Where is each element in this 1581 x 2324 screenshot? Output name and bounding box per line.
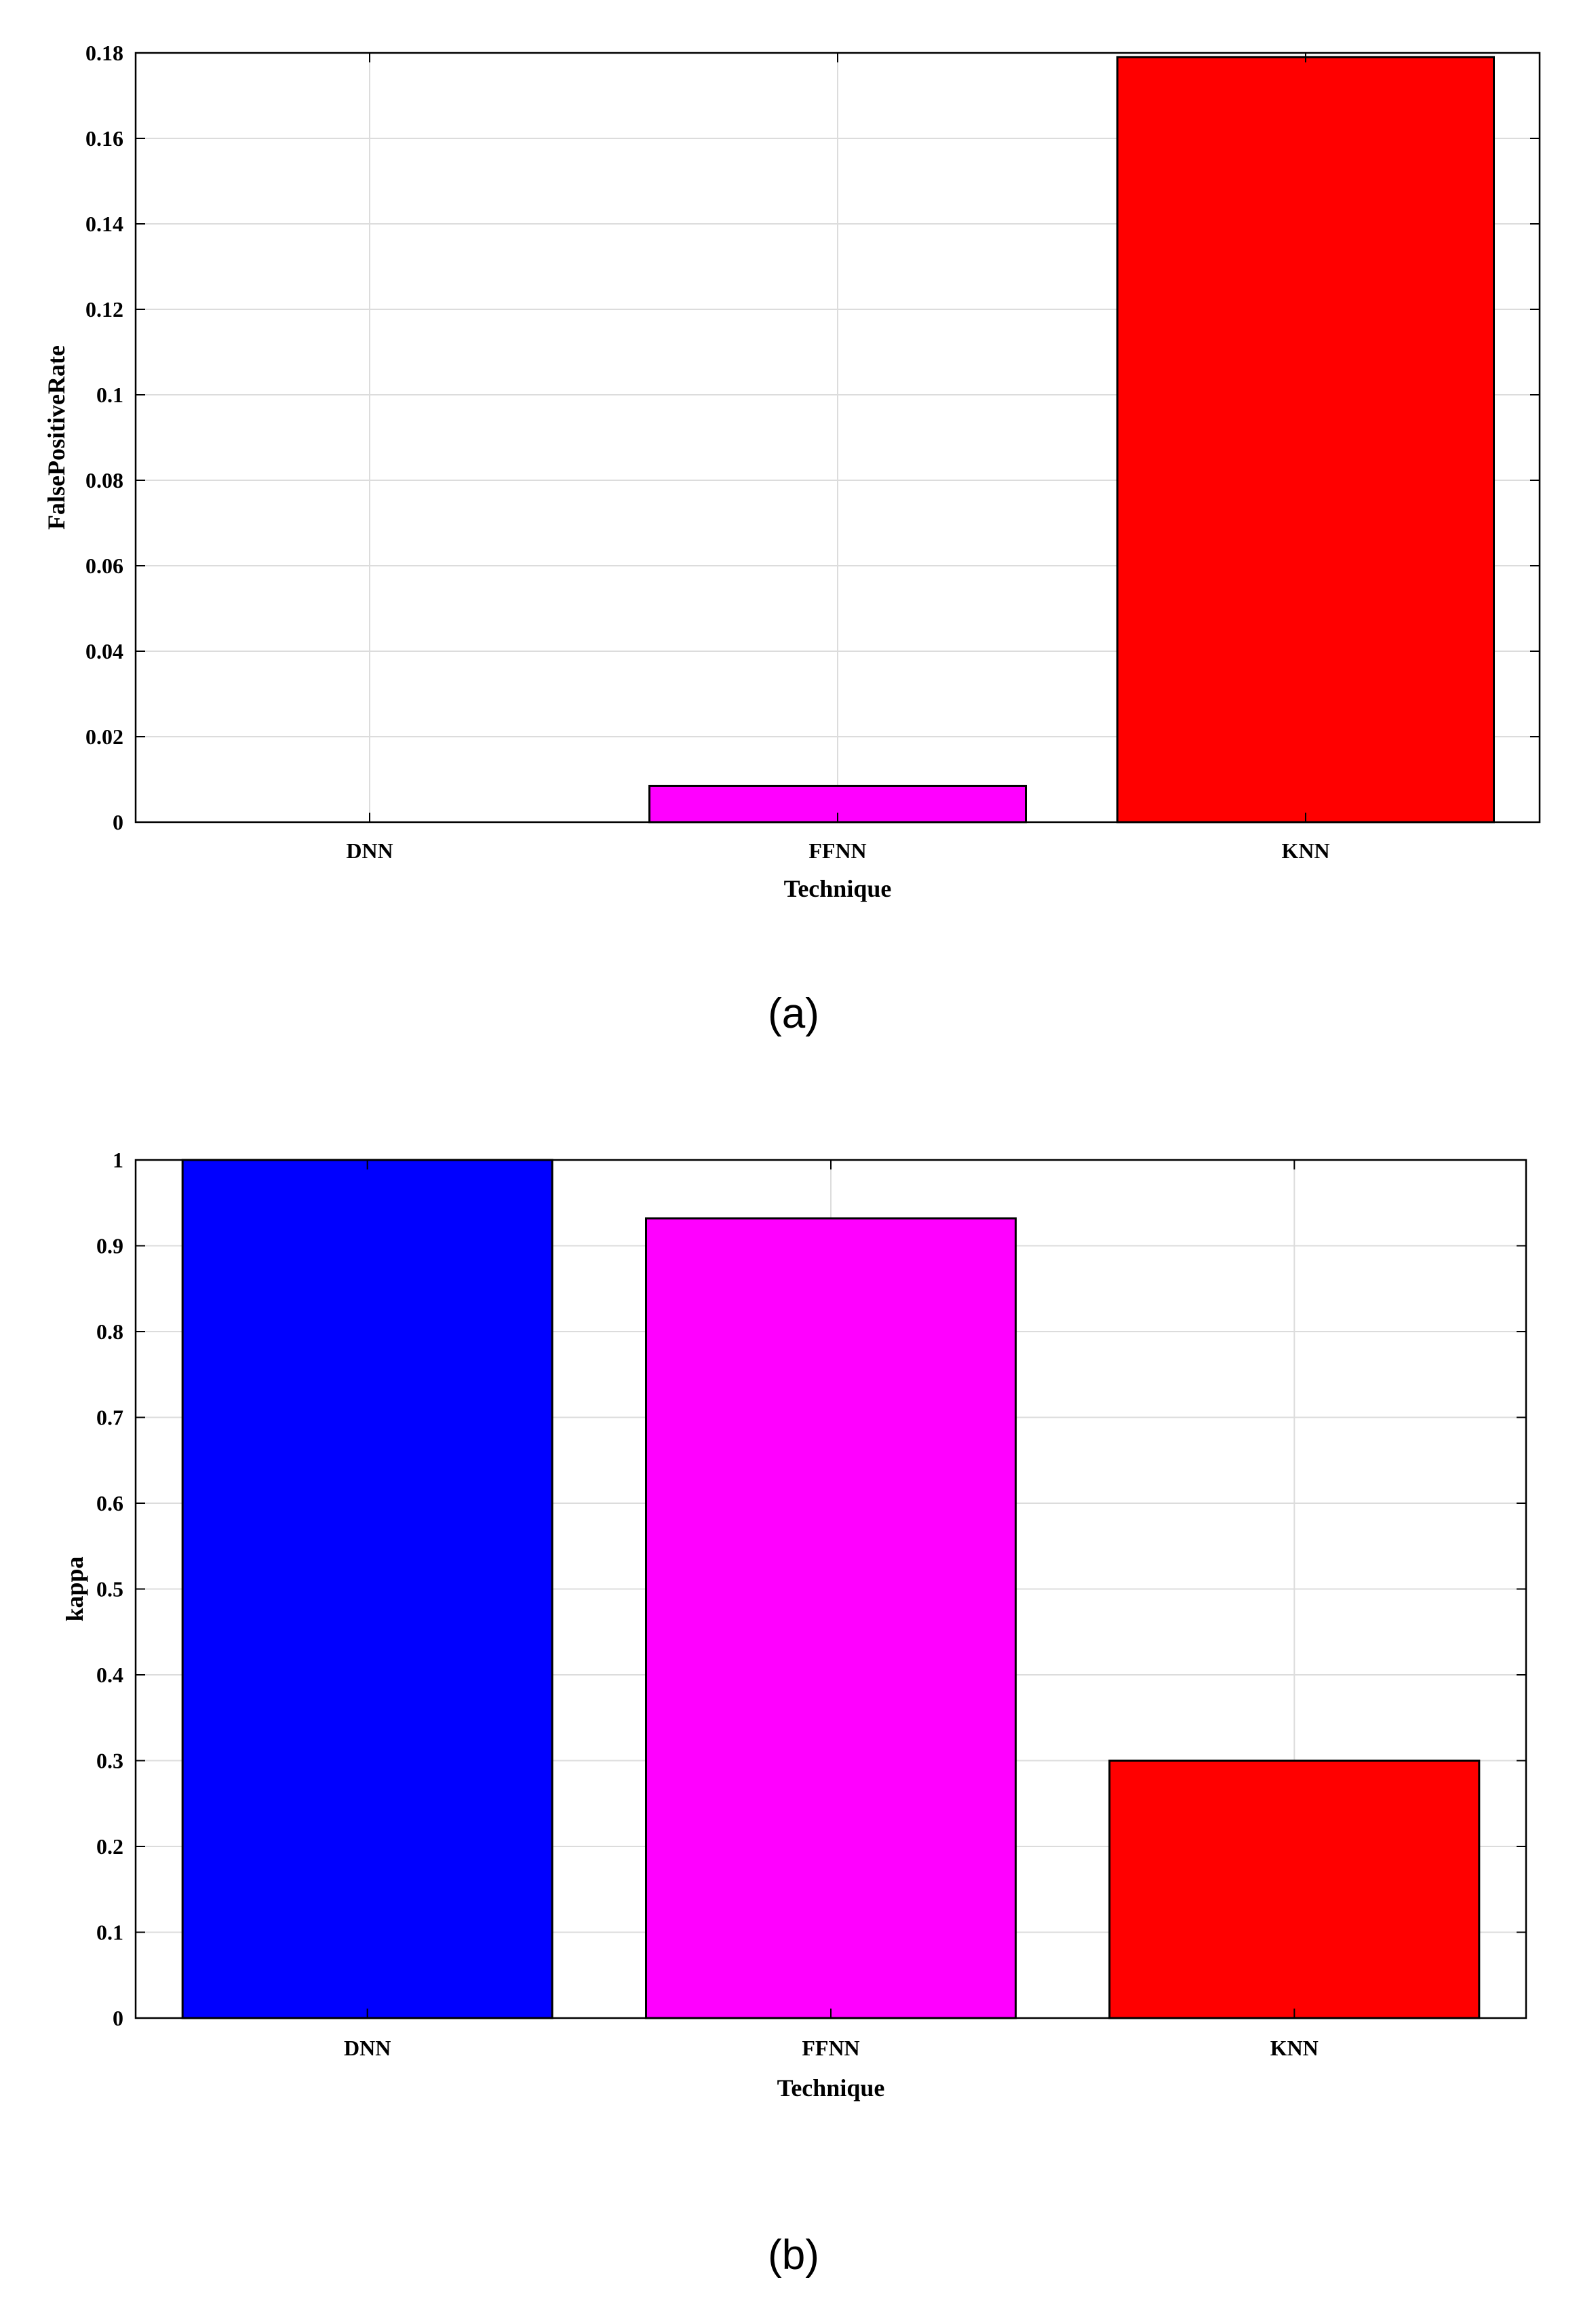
bar-ffnn xyxy=(645,1217,1017,2019)
y-tick-label: 0.3 xyxy=(96,1749,123,1773)
chart-b: 0 0.1 0.2 0.3 0.4 0.5 0.6 0.7 0.8 0.9 1 DNN FFNN KNN T… xyxy=(61,1148,1527,2279)
y-tick-label: 0.8 xyxy=(96,1319,123,1344)
y-tick-label: 0.08 xyxy=(85,468,123,492)
y-tick-label: 0.06 xyxy=(85,554,123,578)
x-tick-label: FFNN xyxy=(808,838,866,863)
bar-knn xyxy=(1108,1760,1481,2019)
y-tick-label: 1 xyxy=(113,1148,123,1172)
y-tick-label: 0.2 xyxy=(96,1834,123,1859)
y-tick-label: 0.16 xyxy=(85,126,123,151)
y-tick-label: 0.4 xyxy=(96,1663,123,1687)
y-tick-label: 0.1 xyxy=(96,1920,123,1945)
y-tick-label: 0.9 xyxy=(96,1234,123,1258)
y-axis-title: kappa xyxy=(61,1556,88,1621)
bar-dnn xyxy=(181,1159,553,2019)
figure-caption: (b) xyxy=(768,2232,819,2279)
y-axis-title: FalsePositiveRate xyxy=(43,345,70,530)
y-tick-label: 0.5 xyxy=(96,1577,123,1602)
y-tick-label: 0.04 xyxy=(85,639,123,663)
y-tick-label: 0 xyxy=(113,2006,123,2030)
y-tick-label: 0.18 xyxy=(85,41,123,65)
x-tick-label: FFNN xyxy=(802,2036,859,2060)
x-tick-label: KNN xyxy=(1281,838,1329,863)
y-tick-label: 0.6 xyxy=(96,1491,123,1515)
chart-a: 0 0.02 0.04 0.06 0.08 0.1 0.12 0.14 0.16 0.18 DNN F… xyxy=(43,41,1541,1037)
x-axis-title: Technique xyxy=(777,2074,885,2102)
bar-knn xyxy=(1116,56,1495,824)
x-tick-label: DNN xyxy=(346,838,393,863)
y-tick-label: 0.12 xyxy=(85,297,123,322)
x-tick-label: KNN xyxy=(1270,2036,1319,2060)
x-axis-title: Technique xyxy=(784,875,892,902)
y-tick-label: 0.02 xyxy=(85,724,123,749)
y-tick-label: 0 xyxy=(113,810,123,834)
figure-caption: (a) xyxy=(768,990,819,1037)
y-tick-label: 0.14 xyxy=(85,212,123,236)
y-tick-label: 0.7 xyxy=(96,1406,123,1430)
y-tick-label: 0.1 xyxy=(96,383,123,407)
x-tick-label: DNN xyxy=(344,2036,391,2060)
